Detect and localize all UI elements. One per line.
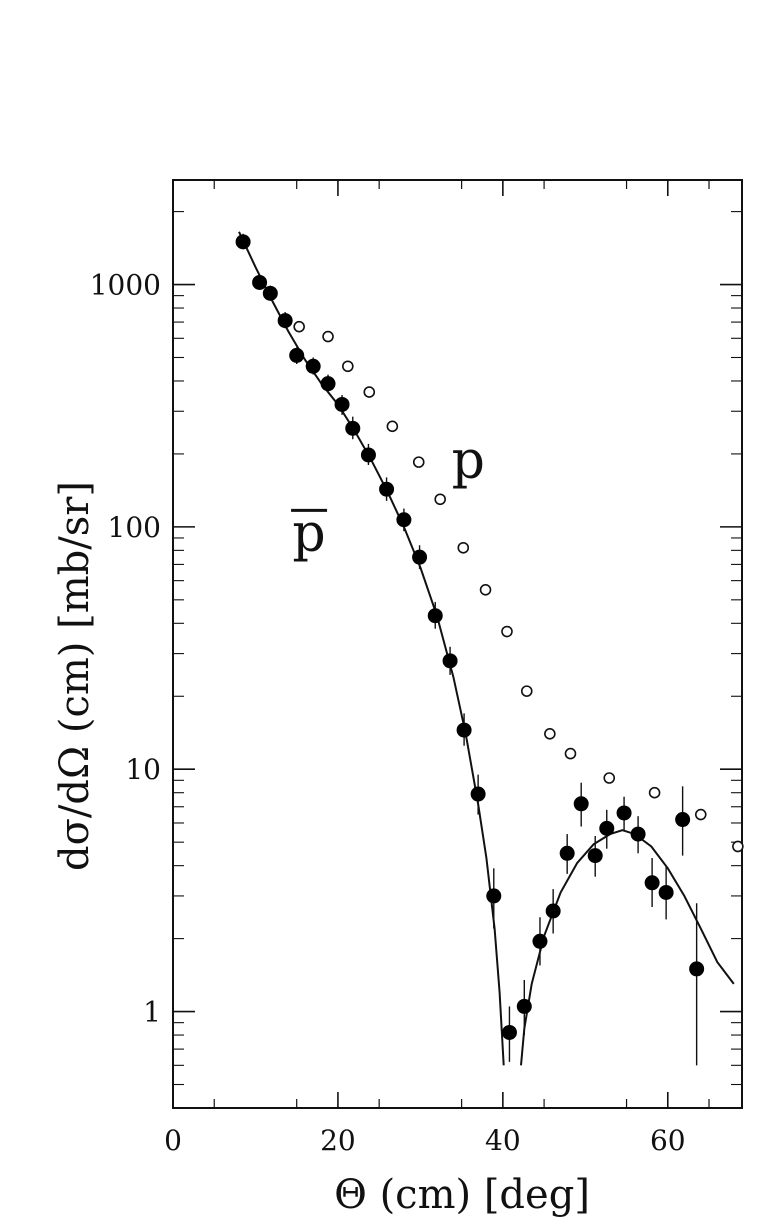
pbar-data-point — [532, 933, 548, 949]
pbar-data-point — [334, 396, 350, 412]
pbar-data-point — [545, 903, 561, 919]
y-tick-label: 1000 — [90, 269, 161, 302]
pbar-data-point — [599, 820, 615, 836]
x-tick-label: 40 — [485, 1124, 521, 1157]
plot-frame — [172, 179, 743, 1109]
p-data-point — [544, 728, 556, 740]
pbar-data-point — [289, 347, 305, 363]
p-data-point — [322, 330, 334, 343]
pbar-data-point — [470, 786, 486, 802]
p-data-point — [501, 625, 513, 638]
p-data-point — [457, 541, 470, 554]
pbar-data-point — [379, 481, 395, 497]
x-tick-label: 60 — [650, 1124, 686, 1157]
pbar-data-point — [516, 998, 532, 1014]
pbar-data-point — [501, 1024, 517, 1040]
plot-border — [172, 179, 743, 1109]
pbar-data-point — [630, 826, 646, 842]
y-tick-label: 10 — [125, 753, 161, 786]
pbar-data-point — [427, 608, 443, 624]
pbar-data-point — [277, 313, 293, 329]
p-data-point — [479, 584, 492, 596]
fit-curve-segment — [520, 829, 735, 1066]
pbar-data-point — [345, 420, 361, 436]
pbar-data-point — [587, 848, 603, 864]
pbar-data-point — [412, 549, 428, 565]
p-data-point — [648, 786, 661, 799]
fit-curve-segment — [238, 231, 505, 1066]
pbar-data-point — [658, 884, 674, 900]
p-data-point — [363, 386, 376, 398]
data-points — [235, 234, 744, 1040]
error-bars — [242, 233, 698, 1066]
pbar-data-point — [396, 512, 412, 528]
x-tick-label: 0 — [164, 1124, 182, 1157]
y-tick-label: 1 — [143, 996, 161, 1029]
p-data-point — [694, 808, 707, 821]
pbar-data-point — [320, 376, 336, 392]
pbar-data-point — [456, 722, 472, 738]
p-data-point — [434, 493, 446, 506]
pbar-data-point — [675, 812, 691, 828]
p-data-point — [412, 456, 425, 468]
pbar-data-point — [616, 805, 632, 821]
x-tick-label: 20 — [320, 1124, 356, 1157]
y-axis-label: dσ/dΩ (cm) [mb/sr] — [52, 481, 98, 871]
p-data-point — [342, 360, 354, 373]
y-tick-label: 100 — [108, 511, 161, 544]
pbar-data-point — [486, 888, 502, 904]
pbar-data-point — [644, 875, 660, 891]
fit-curve — [238, 231, 735, 1066]
pbar-data-point — [573, 796, 589, 812]
pbar-data-point — [442, 653, 458, 669]
pbar-data-point — [235, 234, 251, 250]
tick-labels: 0 20 40 60 1 10 100 1000 — [90, 269, 686, 1157]
p-data-point — [732, 840, 744, 853]
p-series-label: p — [452, 430, 485, 490]
pbar-data-point — [559, 845, 575, 861]
series-labels: pp — [291, 430, 485, 563]
pbar-data-point — [689, 961, 705, 977]
p-data-point — [520, 685, 533, 697]
p-data-point — [386, 420, 399, 433]
pbar-data-point — [305, 358, 321, 374]
pbar-data-point — [252, 274, 268, 290]
p-data-point — [603, 772, 616, 784]
x-axis-label: Θ (cm) [deg] — [334, 1172, 590, 1218]
p-data-point — [564, 747, 577, 760]
pbar-data-point — [262, 285, 278, 301]
axis-ticks — [172, 180, 742, 1109]
pbar-series-label: p — [292, 503, 325, 563]
p-data-point — [293, 320, 305, 333]
pbar-data-point — [360, 447, 376, 463]
